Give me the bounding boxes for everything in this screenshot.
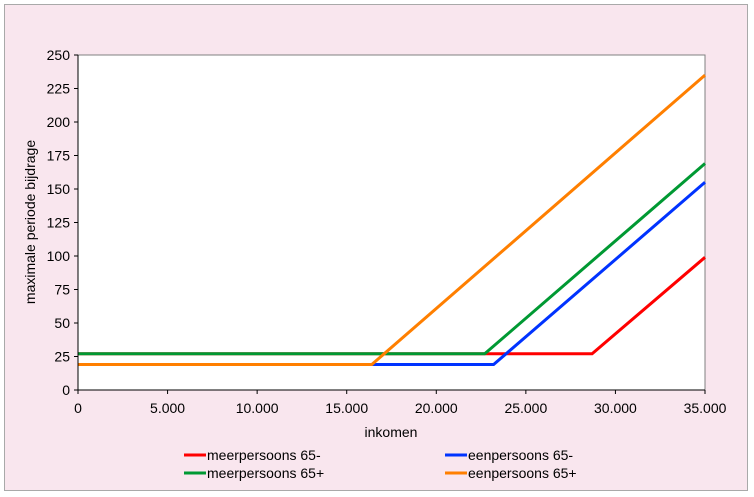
y-tick-label: 75 [54,282,70,298]
y-tick-label: 50 [54,315,70,331]
series-layer [78,73,706,366]
y-tick-label: 125 [47,215,71,231]
y-tick-label: 0 [62,382,70,398]
legend-label: eenpersoons 65+ [468,465,577,481]
legend-label: meerpersoons 65+ [207,465,324,481]
y-tick-label: 200 [47,114,71,130]
legend: meerpersoons 65- eenpersoons 65- meerperso… [184,447,577,481]
x-tick-label: 10.000 [236,400,279,416]
series-line-meerpersoons-65 [78,162,706,356]
y-tick-label: 175 [47,148,71,164]
x-tick-label: 20.000 [415,400,458,416]
series-line-eenpersoons-65 [78,73,706,366]
x-tick-label: 15.000 [325,400,368,416]
y-tick-label: 100 [47,248,71,264]
x-tick-label: 5.000 [150,400,185,416]
x-axis-title: inkomen [365,424,418,440]
axes-layer: 0 25 50 75 100 125 150 175 200 225 250 0 5.000 10.000… [47,47,727,416]
x-tick-label: 35.000 [684,400,727,416]
y-tick-label: 225 [47,81,71,97]
legend-label: meerpersoons 65- [207,447,321,463]
x-tick-label: 30.000 [594,400,637,416]
y-axis-title: maximale periode bijdrage [22,140,38,304]
x-tick-label: 25.000 [504,400,547,416]
plot-area [77,54,706,391]
legend-label: eenpersoons 65- [468,447,573,463]
x-tick-label: 0 [74,400,82,416]
y-tick-label: 25 [54,349,70,365]
y-tick-label: 250 [47,47,71,63]
y-tick-label: 150 [47,181,71,197]
